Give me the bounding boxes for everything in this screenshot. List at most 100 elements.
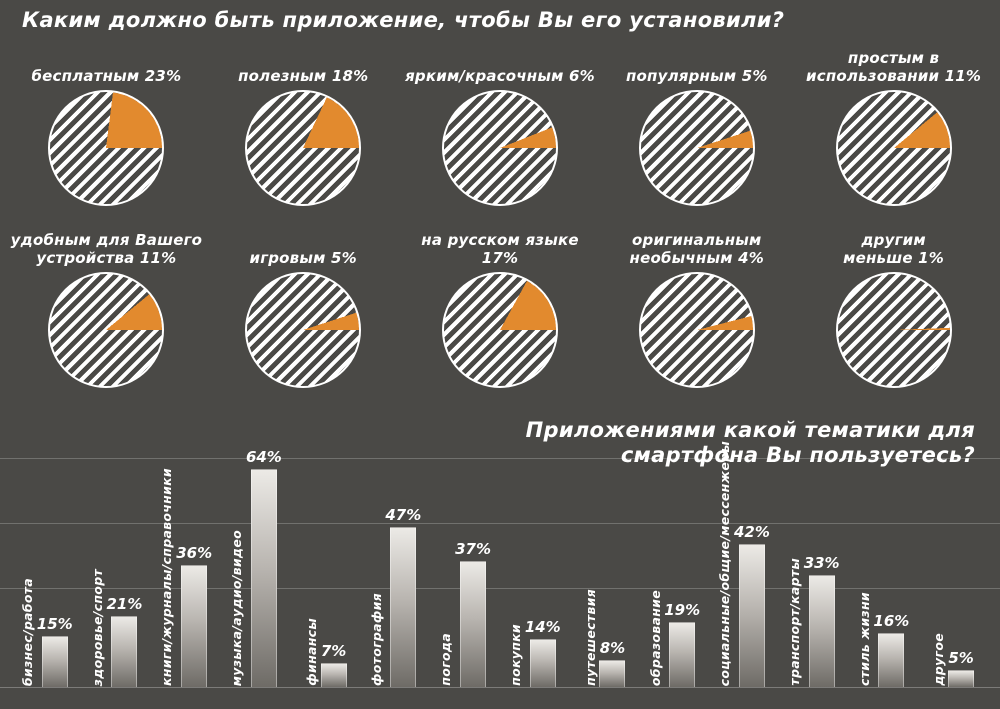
pie-circle	[441, 272, 558, 388]
pie-chart-2: полезным 18%	[205, 48, 402, 206]
bar-column: 14%	[525, 618, 561, 687]
bar-column: 33%	[804, 554, 840, 687]
bar-category-label: фотография	[368, 593, 384, 686]
pie-chart-8: на русском языке 17%	[402, 230, 599, 388]
bar-group: другое 5%	[918, 633, 988, 687]
bar-value-label: 7%	[320, 642, 347, 660]
bar-group: музыка/аудио/видео 64%	[221, 448, 291, 687]
pie-wedge	[443, 274, 556, 386]
bar-category-label: образование	[647, 589, 663, 686]
gridline	[0, 523, 1000, 524]
bar-group: стиль жизни 16%	[849, 592, 919, 687]
pie-circle	[245, 90, 362, 206]
pie-circle	[835, 90, 952, 206]
pie-circle	[245, 272, 362, 388]
pie-wedge	[50, 274, 163, 386]
bar-value-label: 5%	[948, 649, 974, 667]
pie-section-title: Каким должно быть приложение, чтобы Вы е…	[22, 8, 785, 32]
bar-column: 47%	[385, 506, 421, 687]
bar-value-label: 64%	[245, 448, 282, 466]
bar-column: 15%	[37, 615, 73, 687]
bar-section: бизнес/работа 15% здоровье/спорт 21% книги/ж…	[0, 435, 1000, 688]
bar-group: образование 19%	[639, 590, 709, 687]
bar-value-label: 33%	[803, 554, 840, 572]
bar-value-label: 36%	[176, 544, 213, 562]
bar-column: 5%	[948, 649, 975, 687]
bar-value-label: 14%	[524, 618, 561, 636]
pie-wedge	[837, 274, 950, 386]
pie-chart-9: оригинальным необычным 4%	[598, 230, 795, 388]
bar	[599, 660, 626, 687]
bar	[390, 527, 417, 687]
bar	[181, 565, 208, 687]
x-axis-baseline	[0, 687, 1000, 688]
bar-section-title: Приложениями какой тематики для смартфон…	[525, 418, 975, 468]
bar-value-label: 47%	[385, 506, 422, 524]
bar-column: 8%	[599, 639, 626, 687]
bar	[738, 544, 765, 687]
bar-category-label: покупки	[508, 624, 524, 686]
bar-category-label: финансы	[303, 618, 319, 686]
pie-label: полезным 18%	[238, 67, 369, 86]
bar-category-label: книги/журналы/справочники	[159, 467, 175, 686]
pie-chart-6: удобным для Вашего устройства 11%	[8, 230, 205, 388]
pie-label: бесплатным 23%	[31, 67, 182, 86]
pie-wedge	[837, 92, 950, 204]
pie-row-1: бесплатным 23% полезным 18% ярким/красочны…	[8, 48, 992, 206]
bar-category-label: здоровье/спорт	[89, 568, 105, 686]
pie-wedge	[443, 92, 556, 204]
pie-label: удобным для Вашего устройства 11%	[10, 230, 203, 268]
bar-group: путешествия 8%	[570, 589, 640, 687]
bar-column: 16%	[873, 612, 909, 687]
pie-label: другим меньше 1%	[843, 230, 945, 268]
bar-value-label: 15%	[36, 615, 73, 633]
pie-row-2: удобным для Вашего устройства 11% игровым…	[8, 230, 992, 388]
pie-label: игровым 5%	[249, 249, 357, 268]
bar-value-label: 37%	[455, 540, 491, 558]
pie-circle	[48, 272, 165, 388]
bar-category-label: транспорт/карты	[786, 558, 802, 686]
bar-column: 37%	[455, 540, 491, 687]
bar-column: 36%	[176, 544, 212, 687]
bar	[529, 639, 556, 687]
bar-group: транспорт/карты 33%	[779, 554, 849, 687]
bar-group: финансы 7%	[291, 618, 361, 687]
bar	[669, 622, 696, 687]
pie-chart-10: другим меньше 1%	[795, 230, 992, 388]
pie-grid: бесплатным 23% полезным 18% ярким/красочны…	[8, 48, 992, 388]
bar-group: социальные/общие/мессенжеры 42%	[709, 441, 779, 687]
bar-category-label: стиль жизни	[856, 592, 872, 686]
pie-label: популярным 5%	[625, 67, 768, 86]
pie-wedge	[640, 274, 753, 386]
bar	[320, 663, 347, 687]
bar-group: покупки 14%	[500, 618, 570, 687]
pie-wedge	[247, 92, 360, 204]
bar-category-label: погода	[438, 633, 454, 686]
bar-group: здоровье/спорт 21%	[82, 569, 152, 687]
bar-value-label: 19%	[664, 601, 701, 619]
pie-chart-7: игровым 5%	[205, 230, 402, 388]
bar	[111, 616, 138, 687]
pie-wedge	[640, 92, 753, 204]
bar-column: 7%	[320, 642, 347, 687]
pie-label: на русском языке 17%	[421, 230, 579, 268]
bar-value-label: 21%	[106, 595, 143, 613]
gridline	[0, 588, 1000, 589]
pie-circle	[638, 272, 755, 388]
bar-value-label: 16%	[873, 612, 910, 630]
bar-value-label: 42%	[733, 523, 770, 541]
bar	[460, 561, 487, 687]
bar-column: 64%	[246, 448, 282, 687]
bar	[878, 633, 905, 687]
bar-category-label: социальные/общие/мессенжеры	[717, 440, 733, 686]
bar-column: 42%	[734, 523, 770, 687]
bar-column: 19%	[664, 601, 700, 687]
pie-circle	[441, 90, 558, 206]
pie-circle	[835, 272, 952, 388]
bar-group: фотография 47%	[361, 506, 431, 687]
pie-chart-1: бесплатным 23%	[8, 48, 205, 206]
bar	[948, 670, 975, 687]
bar-group: погода 37%	[430, 540, 500, 687]
bar	[808, 575, 835, 687]
